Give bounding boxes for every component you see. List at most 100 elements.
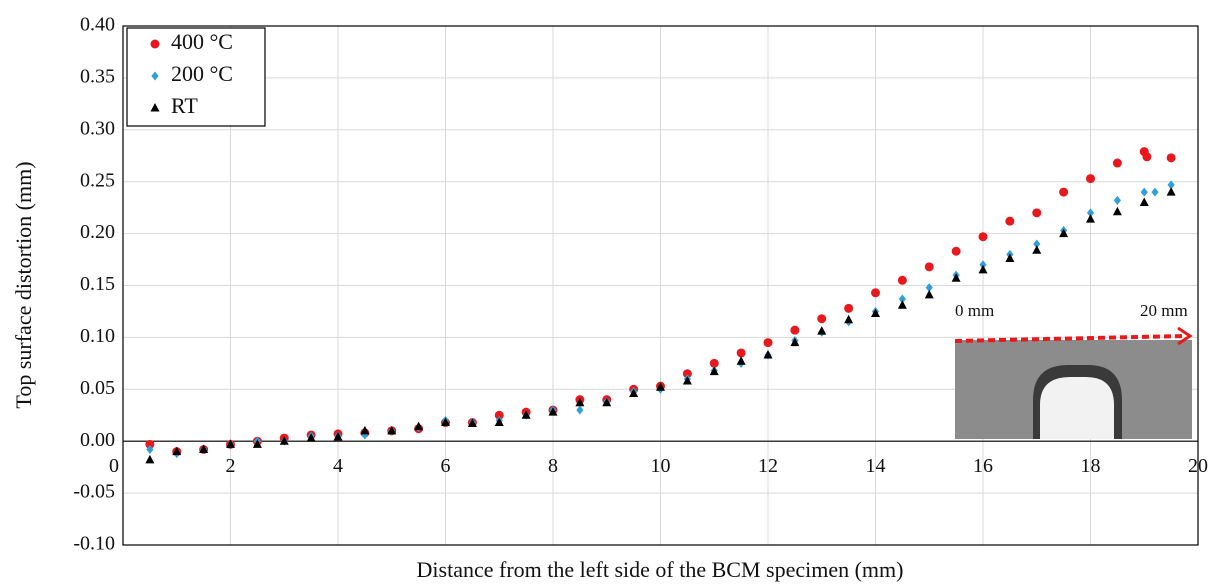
point [1086,174,1095,184]
inset-label: 20 mm [1140,301,1188,320]
point [602,397,612,407]
point [682,369,692,379]
point [924,289,934,299]
point [844,303,854,313]
point [146,445,154,455]
x-tick-label: 20 [1188,455,1208,477]
point [790,325,800,335]
x-tick-label: 4 [333,455,343,477]
y-tick-label: 0.25 [80,169,115,191]
point [763,350,773,359]
point [548,407,558,416]
point [1032,245,1042,254]
point [1112,158,1122,168]
x-tick-label: 18 [1081,455,1101,477]
x-tick-label: 6 [441,455,451,477]
x-tick-label: 2 [226,455,236,477]
point [494,417,504,427]
point [736,348,746,358]
point [1059,228,1069,238]
y-tick-label: 0.10 [80,325,115,347]
point [871,308,880,318]
arrow-line [954,334,1186,343]
point [1112,206,1122,216]
point [979,260,987,270]
point [978,232,988,242]
point [736,356,746,365]
arrow-head [1177,326,1193,346]
legend-label: RT [171,93,198,118]
point [656,382,665,391]
point [924,262,934,272]
point [360,425,370,435]
y-tick-label: 0.35 [80,65,115,87]
y-tick-label: -0.05 [73,481,115,503]
point [521,410,531,419]
point [1167,180,1175,190]
point [226,439,235,448]
point [1086,214,1095,223]
y-tick-label: 0.00 [80,429,115,451]
point [1166,153,1176,163]
point [1086,208,1095,218]
y-tick-label: 0.15 [80,273,115,295]
point [279,436,289,445]
legend-label: 200 °C [171,61,233,86]
legend-marker [151,71,159,81]
point [1005,216,1015,226]
legend-marker [150,103,160,112]
point [951,273,961,282]
point [576,405,584,415]
point [790,337,800,347]
point [978,264,988,274]
point [925,283,933,293]
legend-label: 400 °C [171,29,233,54]
point [871,288,880,298]
y-axis-title: Top surface distortion (mm) [11,161,36,408]
x-tick-label: 10 [651,455,671,477]
y-tick-label: 0.05 [80,377,115,399]
y-tick-label: 0.20 [80,221,115,243]
point [467,418,477,428]
point [252,439,262,448]
point [844,314,854,324]
x-tick-label: 0 [109,455,119,477]
point [951,246,961,256]
point [172,446,182,456]
point [897,300,907,309]
arch-hole [1040,377,1114,439]
point [333,432,343,441]
point [817,314,827,324]
point [1142,152,1152,162]
point [629,388,639,397]
point [441,417,450,427]
x-tick-label: 16 [973,455,993,477]
point [1139,197,1149,206]
point [387,425,397,435]
y-tick-label: -0.10 [73,533,115,555]
point [1033,239,1041,249]
point [897,275,907,285]
inset-label: 0 mm [955,301,994,320]
point [709,366,719,376]
legend-marker [150,39,160,49]
x-tick-label: 14 [866,455,886,477]
point [306,433,316,442]
y-tick-label: 0.30 [80,117,115,139]
x-axis-title: Distance from the left side of the BCM s… [417,557,904,582]
plot-frame [122,25,1199,546]
legend-box [126,27,266,127]
point [898,294,906,304]
point [145,454,155,464]
point [494,410,504,420]
point [1140,187,1148,197]
point [763,338,773,348]
point [1166,187,1176,196]
point [1151,187,1159,197]
point [709,358,719,368]
point [575,397,585,407]
point [682,375,692,385]
point [414,421,424,431]
point [199,444,209,454]
